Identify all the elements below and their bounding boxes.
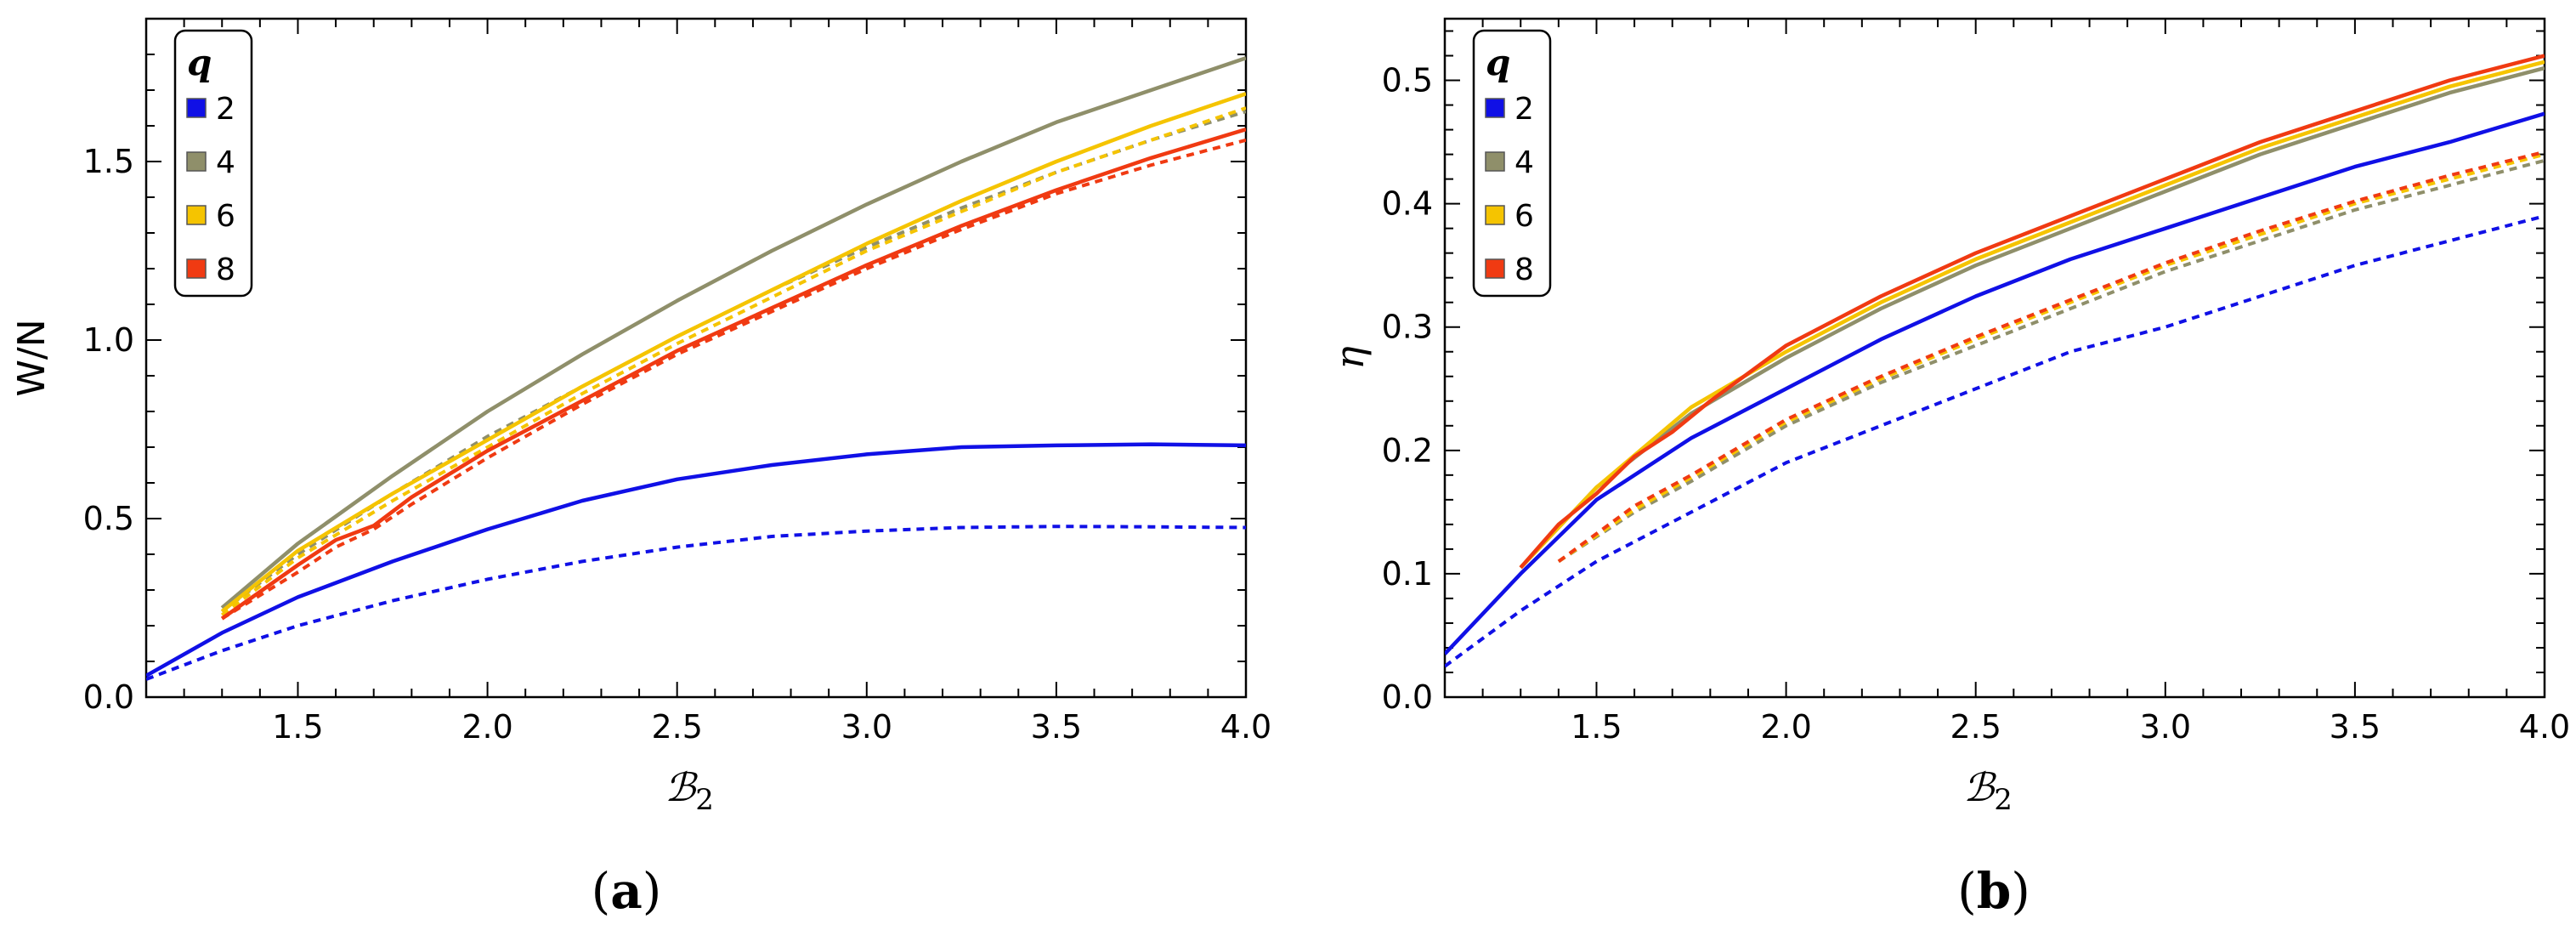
series-group: [1445, 54, 2545, 668]
legend-swatch-q2: [1485, 98, 1505, 118]
panel-label-close-paren: ): [2011, 862, 2030, 920]
panel-a: 1.5 2.0 2.5 3.0 3.5 4.00.00.51.01.5ℬ2W/Nq2468…: [10, 17, 1271, 920]
panel-label-letter: b: [1977, 862, 2012, 920]
x-axis-label-main: ℬ: [665, 764, 698, 810]
x-axis-label-sub: 2: [1994, 783, 2013, 817]
legend-label-q4: 4: [216, 145, 235, 180]
series-line-q2-dashed: [1445, 214, 2545, 668]
legend-label-q8: 8: [216, 252, 235, 287]
legend-label-q4: 4: [1514, 145, 1534, 180]
series-line-q6-dashed: [220, 106, 1246, 616]
series-group: [146, 56, 1246, 681]
legend-swatch-q6: [186, 205, 207, 225]
y-tick-label: 0.4: [1382, 185, 1433, 223]
series-line-q4-solid: [220, 56, 1246, 610]
legend-swatch-q6: [1485, 205, 1505, 225]
legend-label-q2: 2: [1514, 92, 1534, 127]
y-tick-label: 0.2: [1382, 432, 1433, 469]
series-line-q2-solid: [1445, 111, 2545, 655]
series-line-q8-dashed: [1557, 150, 2545, 564]
legend-swatch-q8: [186, 258, 207, 279]
panel-b: 1.5 2.0 2.5 3.0 3.5 4.00.00.10.20.30.40.5ℬ2ηq…: [1327, 17, 2570, 920]
x-tick-label: 1.5: [272, 708, 323, 746]
series-line-q6-solid: [1519, 60, 2545, 570]
plot-frame: [144, 17, 1248, 699]
panel-label: (a): [592, 862, 662, 920]
x-tick-label: 3.5: [2330, 708, 2381, 746]
legend-label-q2: 2: [216, 92, 235, 127]
y-tick-label: 0.1: [1382, 555, 1433, 593]
panel-label-open-paren: (: [592, 862, 611, 920]
plot-frame: [1443, 17, 2546, 699]
legend-box: [173, 29, 253, 298]
series-line-q4-solid: [1519, 65, 2545, 570]
x-axis-label: ℬ2: [665, 764, 714, 817]
panel-label: (b): [1957, 862, 2030, 920]
series-line-q6-solid: [220, 92, 1246, 613]
y-tick-label: 0.3: [1382, 309, 1433, 346]
series-line-q2-dashed: [146, 525, 1246, 681]
legend-label-q6: 6: [1514, 199, 1534, 234]
legend-title: q: [1486, 42, 1510, 83]
x-tick-label: 2.5: [651, 708, 702, 746]
legend-swatch-q2: [186, 98, 207, 118]
panel-label-close-paren: ): [643, 862, 662, 920]
series-line-q8-solid: [1519, 54, 2545, 570]
y-tick-label: 0.5: [1382, 62, 1433, 99]
x-tick-label: 3.5: [1031, 708, 1082, 746]
x-tick-label: 2.5: [1950, 708, 2001, 746]
legend-label-q8: 8: [1514, 252, 1534, 287]
x-tick-label: 1.5: [1571, 708, 1622, 746]
y-axis-label: η: [1327, 346, 1373, 370]
legend-box: [1472, 29, 1552, 298]
x-tick-label: 4.0: [1220, 708, 1271, 746]
series-line-q4-dashed: [1557, 158, 2545, 564]
series-line-q8-solid: [220, 128, 1246, 621]
series-line-q2-solid: [146, 442, 1246, 678]
x-axis-label: ℬ2: [1963, 764, 2013, 817]
y-tick-label: 0.5: [83, 500, 134, 537]
series-line-q8-dashed: [221, 138, 1246, 621]
x-axis-label-main: ℬ: [1963, 764, 1996, 810]
panel-label-letter: a: [610, 862, 643, 920]
legend-swatch-q4: [1485, 151, 1505, 172]
x-tick-label: 3.0: [841, 708, 892, 746]
y-tick-label: 1.5: [83, 143, 134, 180]
y-tick-label: 0.0: [83, 678, 134, 716]
legend-title: q: [187, 42, 212, 83]
y-tick-label: 1.0: [83, 321, 134, 359]
y-tick-label: 0.0: [1382, 678, 1433, 716]
series-line-q4-dashed: [220, 110, 1246, 613]
legend-swatch-q4: [186, 151, 207, 172]
panel-label-open-paren: (: [1957, 862, 1977, 920]
x-tick-label: 2.0: [461, 708, 512, 746]
legend-label-q6: 6: [216, 199, 235, 234]
x-tick-label: 2.0: [1760, 708, 1811, 746]
x-tick-label: 4.0: [2519, 708, 2570, 746]
legend-swatch-q8: [1485, 258, 1505, 279]
y-axis-label: W/N: [10, 319, 54, 396]
x-axis-label-sub: 2: [695, 783, 714, 817]
x-tick-label: 3.0: [2140, 708, 2191, 746]
